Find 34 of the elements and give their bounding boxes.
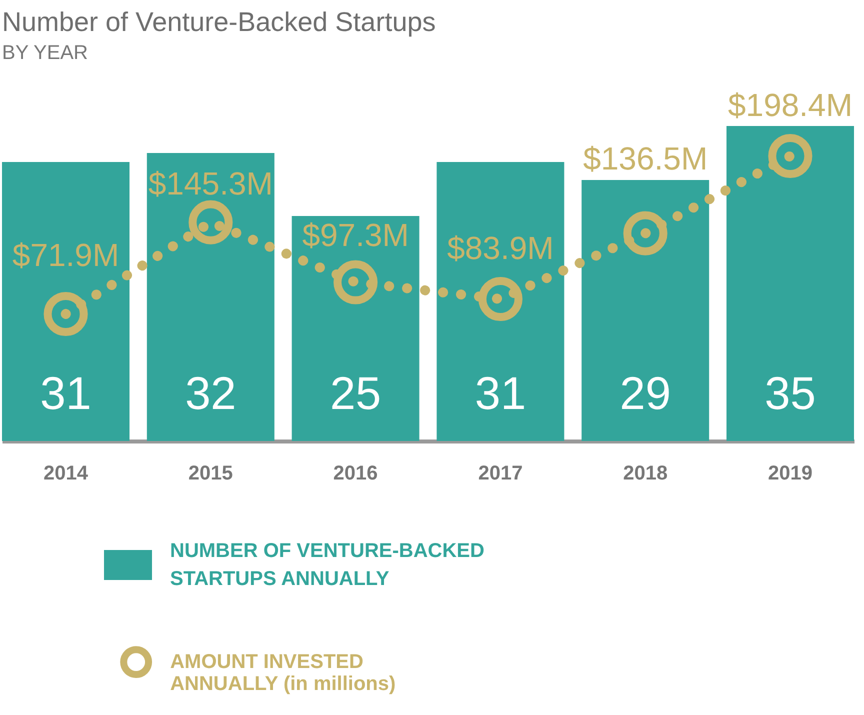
data-label: 25 (330, 367, 382, 419)
chart-subtitle: BY YEAR (2, 42, 88, 64)
bar (146, 153, 274, 441)
point (623, 211, 668, 256)
legend-label: NUMBER OF VENTURE-BACKED STARTUPS ANNUALLY (170, 540, 484, 590)
bar (292, 216, 420, 441)
data-label: 31 (40, 367, 92, 419)
x-tick-label: 2017 (478, 462, 523, 484)
data-label: 32 (185, 367, 236, 419)
x-tick-label: 2019 (768, 462, 812, 484)
chart-title: Number of Venture-Backed Startups (2, 6, 436, 37)
data-label: $71.9M (12, 236, 120, 273)
data-label: $136.5M (583, 140, 708, 176)
legend-label: AMOUNT INVESTED ANNUALLY (in millions) (170, 651, 396, 696)
bar (2, 162, 130, 441)
point (478, 277, 522, 322)
bar (436, 162, 564, 441)
data-label: $97.3M (302, 217, 409, 254)
point (188, 200, 233, 244)
data-label: $83.9M (447, 230, 554, 266)
x-tick-label: 2015 (188, 462, 233, 484)
x-tick-label: 2016 (333, 462, 378, 484)
x-tick-label: 2018 (623, 462, 668, 484)
data-label: $198.4M (728, 86, 853, 123)
data-label: 29 (620, 367, 671, 419)
data-label: 35 (764, 367, 816, 419)
x-tick-label: 2014 (44, 462, 89, 484)
point (334, 260, 378, 304)
point (44, 292, 88, 336)
data-label: $145.3M (148, 165, 273, 202)
bar (726, 126, 854, 441)
bar (582, 180, 710, 441)
point (768, 134, 812, 178)
data-label: 31 (474, 367, 526, 419)
